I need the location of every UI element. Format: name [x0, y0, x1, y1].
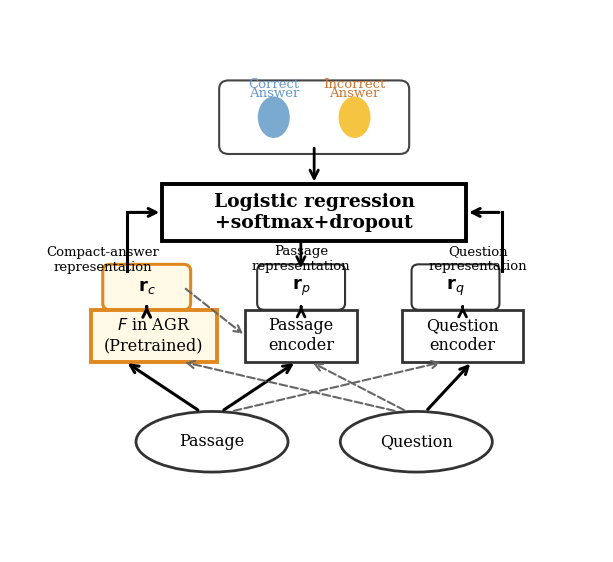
Ellipse shape — [340, 411, 492, 472]
Text: Answer: Answer — [329, 87, 379, 100]
FancyBboxPatch shape — [411, 264, 500, 310]
Ellipse shape — [136, 411, 288, 472]
Text: Passage: Passage — [180, 433, 245, 450]
Text: Answer: Answer — [249, 87, 299, 100]
Text: Passage
encoder: Passage encoder — [268, 318, 334, 354]
Text: Correct: Correct — [248, 78, 299, 91]
Text: $\mathbf{r}_c$: $\mathbf{r}_c$ — [138, 278, 156, 296]
FancyBboxPatch shape — [103, 264, 191, 310]
FancyBboxPatch shape — [219, 80, 409, 154]
FancyBboxPatch shape — [91, 310, 217, 362]
Ellipse shape — [338, 97, 370, 138]
Text: Compact-answer
representation: Compact-answer representation — [47, 246, 159, 274]
FancyBboxPatch shape — [245, 310, 357, 362]
FancyBboxPatch shape — [162, 184, 466, 241]
Text: $\mathbf{r}_p$: $\mathbf{r}_p$ — [292, 277, 310, 298]
Text: Question
encoder: Question encoder — [426, 318, 499, 354]
Text: Question
representation: Question representation — [428, 244, 527, 273]
Text: Logistic regression
+softmax+dropout: Logistic regression +softmax+dropout — [214, 193, 414, 232]
Text: Passage
representation: Passage representation — [251, 244, 350, 273]
Text: $\mathit{F}$ in AGR
(Pretrained): $\mathit{F}$ in AGR (Pretrained) — [104, 318, 204, 354]
FancyBboxPatch shape — [257, 264, 345, 310]
Text: Incorrect: Incorrect — [324, 78, 386, 91]
Ellipse shape — [258, 97, 290, 138]
FancyBboxPatch shape — [402, 310, 524, 362]
Text: $\mathbf{r}_q$: $\mathbf{r}_q$ — [446, 277, 465, 298]
Text: Question: Question — [380, 433, 452, 450]
